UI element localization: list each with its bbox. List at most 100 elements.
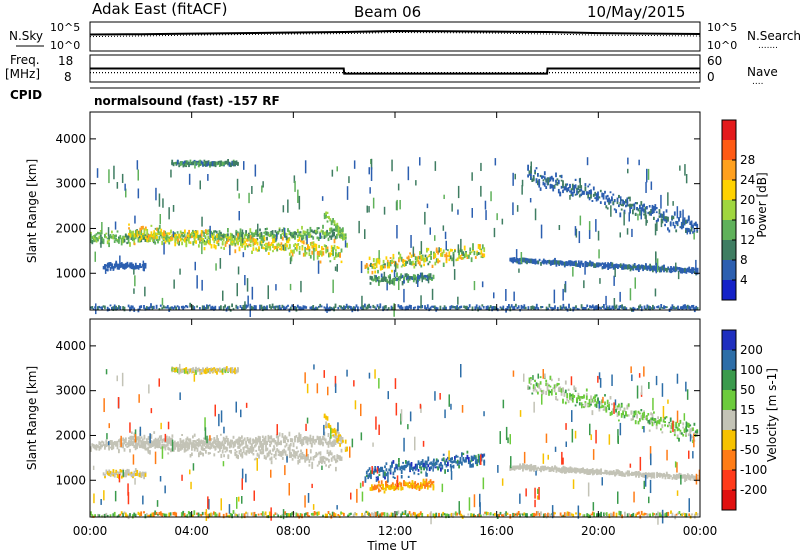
range-cell — [481, 454, 484, 457]
range-cell — [224, 440, 227, 444]
range-cell — [176, 236, 179, 241]
range-cell — [90, 511, 92, 516]
range-cell — [396, 464, 399, 468]
range-cell — [470, 464, 473, 468]
range-cell — [326, 416, 329, 421]
range-cell — [105, 439, 108, 443]
range-cell — [533, 306, 535, 311]
range-cell-speckle — [575, 228, 578, 238]
range-cell — [483, 460, 486, 466]
range-cell — [643, 305, 646, 310]
range-cell — [170, 237, 172, 241]
range-cell — [220, 369, 223, 372]
range-cell — [339, 434, 341, 437]
range-cell — [140, 436, 143, 439]
range-cell — [305, 436, 308, 440]
range-cell — [210, 244, 213, 249]
range-cell-speckle — [293, 175, 296, 183]
range-cell — [682, 304, 685, 310]
range-cell — [540, 306, 542, 309]
range-cell — [597, 397, 599, 402]
range-cell — [325, 457, 327, 461]
range-cell — [466, 454, 469, 460]
range-cell — [608, 305, 611, 311]
range-cell — [324, 235, 327, 238]
range-cell — [265, 443, 267, 448]
range-cell — [199, 163, 202, 166]
range-cell — [126, 442, 129, 446]
range-cell — [195, 235, 197, 239]
range-cell — [118, 264, 120, 270]
range-cell — [232, 234, 235, 239]
range-cell — [634, 202, 637, 205]
range-cell — [111, 445, 113, 451]
range-cell — [203, 448, 206, 451]
range-cell — [548, 467, 551, 472]
range-cell — [605, 410, 608, 413]
range-cell — [426, 274, 429, 279]
range-cell — [559, 175, 562, 178]
range-cell — [330, 249, 333, 253]
range-cell — [527, 168, 529, 171]
freq-series — [90, 67, 700, 75]
range-cell — [622, 306, 625, 311]
range-cell — [228, 450, 231, 453]
range-cell — [241, 513, 243, 519]
range-cell — [203, 161, 206, 165]
range-cell — [547, 307, 549, 310]
range-cell — [164, 235, 166, 240]
range-cell — [223, 444, 225, 447]
range-cell — [566, 187, 569, 192]
range-cell — [197, 236, 200, 241]
range-cell — [391, 269, 393, 273]
range-cell-speckle — [599, 278, 601, 284]
range-cell — [291, 249, 294, 253]
range-cell — [312, 439, 315, 444]
range-cell — [329, 218, 332, 222]
range-cell — [193, 238, 196, 243]
range-cell — [458, 460, 460, 465]
range-cell — [555, 179, 557, 183]
range-cell — [335, 461, 337, 464]
range-cell — [580, 185, 583, 189]
range-cell — [447, 249, 449, 252]
range-cell — [267, 231, 270, 237]
range-cell — [116, 471, 119, 474]
range-cell — [376, 485, 379, 488]
range-cell — [607, 471, 609, 474]
range-cell — [226, 238, 228, 242]
range-cell — [378, 281, 380, 286]
range-cell — [643, 208, 645, 213]
range-cell — [188, 235, 190, 238]
range-cell — [291, 454, 294, 457]
range-cell — [162, 239, 165, 242]
range-cell — [557, 383, 560, 386]
range-cell — [588, 183, 591, 186]
range-cell-speckle — [297, 189, 299, 203]
range-cell — [414, 463, 417, 468]
range-cell — [612, 305, 615, 311]
range-cell — [541, 390, 543, 393]
range-cell — [561, 306, 563, 310]
range-cell — [231, 233, 233, 237]
range-cell — [560, 392, 563, 396]
range-cell — [635, 471, 637, 475]
range-cell — [123, 265, 126, 270]
range-cell — [428, 275, 431, 280]
range-cell — [639, 472, 642, 476]
range-cell — [417, 305, 419, 310]
range-cell — [297, 243, 300, 246]
range-cell — [459, 306, 461, 309]
range-cell — [301, 225, 303, 230]
range-cell — [150, 224, 153, 227]
range-cell — [407, 255, 410, 261]
range-cell-speckle — [530, 161, 532, 174]
range-cell — [232, 510, 235, 514]
range-cell — [357, 306, 359, 312]
range-cell — [317, 305, 320, 308]
range-cell-speckle — [645, 215, 647, 226]
colorbar-tick-label: 20 — [740, 193, 755, 207]
range-cell — [232, 370, 235, 373]
range-cell — [520, 465, 523, 469]
range-cell — [232, 368, 235, 371]
